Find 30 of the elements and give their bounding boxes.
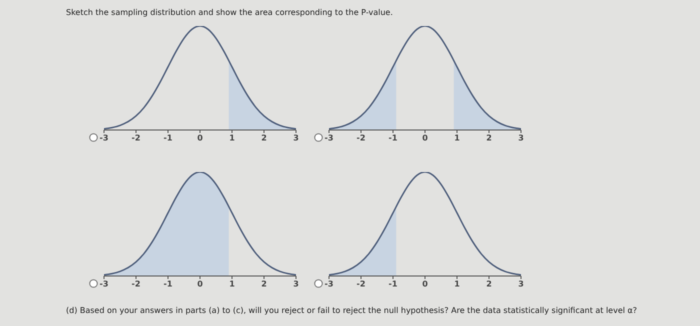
x-tick-label: 0 — [197, 280, 204, 289]
x-tick-label: -3 — [100, 280, 108, 289]
x-tick-label: 2 — [261, 134, 267, 143]
x-tick-label: 3 — [518, 134, 524, 143]
x-tick-label: 0 — [422, 134, 428, 143]
x-tick-label: -3 — [324, 134, 334, 143]
x-tick-label: 3 — [518, 280, 524, 289]
x-tick-label: 2 — [486, 134, 492, 143]
x-tick-label: -3 — [100, 134, 108, 143]
x-tick-label: 3 — [293, 134, 299, 143]
x-tick-label: -2 — [356, 134, 366, 143]
x-tick-label: 3 — [293, 280, 299, 289]
text: (d) Based on your answers in parts (a) to (c), will you reject or fail to reject the null hypothesis? Are the data statistically significant at level α? — [66, 306, 638, 315]
x-tick-label: 1 — [229, 280, 236, 289]
x-tick-label: 2 — [486, 280, 492, 289]
x-tick-label: -2 — [132, 134, 140, 143]
x-tick-label: -2 — [132, 280, 140, 289]
x-tick-label: 0 — [422, 280, 428, 289]
x-tick-label: 1 — [454, 280, 460, 289]
x-tick-label: -3 — [324, 280, 334, 289]
x-tick-label: -2 — [356, 280, 366, 289]
x-tick-label: 1 — [229, 134, 236, 143]
x-tick-label: -1 — [164, 134, 173, 143]
x-tick-label: 1 — [454, 134, 460, 143]
x-tick-label: -1 — [388, 280, 398, 289]
x-tick-label: -1 — [164, 280, 173, 289]
x-tick-label: 0 — [197, 134, 204, 143]
chart-title: Sketch the sampling distribution and show the area corresponding to the P-value. — [66, 8, 393, 17]
x-tick-label: -1 — [388, 134, 398, 143]
x-tick-label: 2 — [261, 280, 267, 289]
